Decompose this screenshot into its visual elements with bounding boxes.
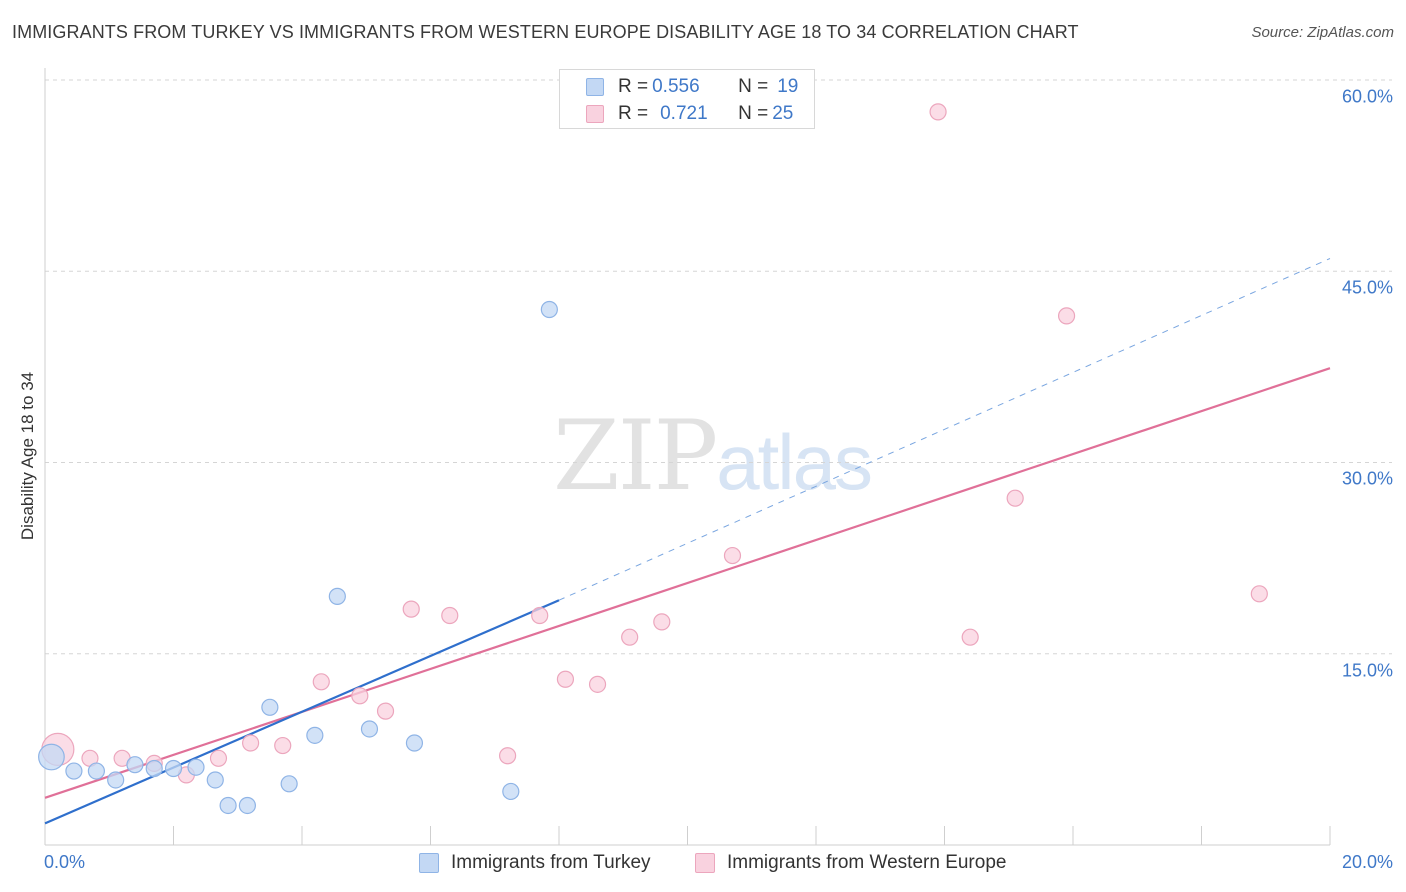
chart-title: IMMIGRANTS FROM TURKEY VS IMMIGRANTS FRO… [12, 22, 1079, 42]
point-turkey [405, 734, 424, 752]
point-western-europe [1250, 585, 1268, 603]
series-swatch-turkey [419, 853, 439, 873]
point-turkey [261, 698, 279, 716]
series-legend-turkey[interactable]: Immigrants from Turkey [419, 852, 651, 874]
series-label-turkey: Immigrants from Turkey [451, 852, 651, 873]
y-tick-label-60: 60.0% [1341, 86, 1393, 107]
trend-lines [44, 258, 1331, 825]
point-turkey [187, 758, 205, 776]
point-western-europe [441, 606, 459, 625]
y-tick-label-15: 15.0% [1341, 660, 1393, 681]
trend-line-turkey-extension [558, 258, 1331, 601]
point-turkey [219, 796, 237, 815]
source-credit: Source: ZipAtlas.com [1251, 24, 1394, 41]
series-swatch-western-europe [695, 853, 715, 873]
point-western-europe [402, 600, 420, 618]
legend-n-value-turkey: 19 [777, 76, 799, 97]
point-western-europe [274, 736, 292, 755]
point-western-europe [1006, 489, 1024, 507]
point-western-europe [376, 702, 395, 720]
point-western-europe [588, 675, 607, 693]
point-western-europe [621, 628, 639, 646]
legend-n-label: N = [738, 76, 769, 97]
trend-line-turkey [44, 599, 560, 825]
x-tick-label-min: 0.0% [44, 852, 86, 872]
series-legend: Immigrants from Turkey Immigrants from W… [0, 852, 1406, 876]
point-turkey [360, 720, 379, 738]
x-tick-label-max: 20.0% [1341, 852, 1393, 872]
watermark-zip: ZIP [553, 400, 718, 512]
point-western-europe [209, 749, 228, 767]
point-turkey [126, 756, 144, 774]
point-western-europe [499, 747, 517, 765]
point-turkey [238, 796, 256, 815]
point-turkey [306, 726, 324, 744]
point-western-europe [312, 673, 330, 691]
point-western-europe [653, 613, 671, 631]
point-turkey [540, 300, 558, 319]
legend-r-value-turkey: 0.556 [652, 76, 700, 97]
point-turkey [502, 782, 520, 801]
point-western-europe [1057, 307, 1076, 325]
point-turkey [206, 771, 224, 789]
legend-swatch-turkey [586, 78, 604, 96]
legend-swatch-western-europe [586, 105, 604, 123]
point-western-europe [961, 628, 979, 646]
point-western-europe [723, 546, 742, 565]
series-legend-western-europe[interactable]: Immigrants from Western Europe [695, 852, 1006, 874]
point-turkey [164, 759, 183, 778]
legend-n-value-western-europe: 25 [772, 103, 794, 124]
data-points [38, 103, 1268, 815]
point-turkey [107, 771, 125, 789]
legend-n-label: N = [738, 103, 769, 124]
stats-legend: R = 0.556 N = 19 R = 0.721 N = 25 [559, 69, 815, 129]
point-western-europe [242, 734, 260, 752]
point-western-europe [351, 687, 369, 705]
series-label-western-europe: Immigrants from Western Europe [727, 852, 1007, 873]
legend-r-value-western-europe: 0.721 [660, 103, 708, 124]
axes [44, 68, 1331, 846]
y-tick-label-30: 30.0% [1341, 468, 1393, 489]
gridlines [45, 79, 1392, 655]
point-turkey [87, 762, 106, 780]
y-tick-label-45: 45.0% [1341, 277, 1393, 298]
point-turkey [145, 759, 163, 778]
legend-row-western-europe: R = 0.721 N = 25 [586, 103, 793, 125]
point-turkey [280, 775, 298, 793]
point-turkey [65, 762, 83, 780]
legend-row-turkey: R = 0.556 N = 19 [586, 76, 798, 98]
legend-r-label: R = [618, 103, 649, 124]
point-turkey [38, 743, 65, 771]
legend-r-label: R = [618, 76, 649, 97]
point-turkey [328, 587, 346, 605]
point-western-europe [929, 103, 947, 121]
point-western-europe [556, 670, 575, 688]
trend-line-western-europe [44, 367, 1331, 799]
point-western-europe [531, 606, 549, 625]
y-axis-label: Disability Age 18 to 34 [18, 371, 37, 541]
